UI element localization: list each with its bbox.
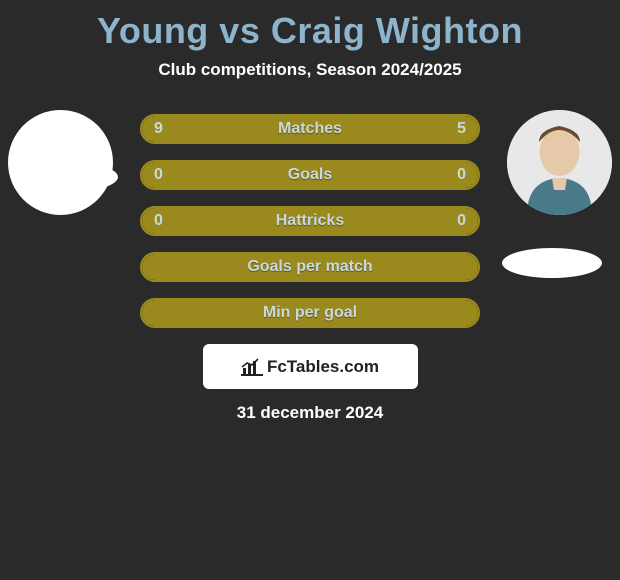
comparison-panel: 9 Matches 5 0 Goals 0 0 Hattricks 0 Goal… [0,100,620,423]
stat-row-min-per-goal: Min per goal [140,298,480,328]
stat-label: Min per goal [142,300,478,326]
stat-label: Goals [142,162,478,188]
stat-label: Matches [142,116,478,142]
stat-value-right: 0 [457,162,466,188]
stat-value-right: 0 [457,208,466,234]
stat-label: Hattricks [142,208,478,234]
stat-row-matches: 9 Matches 5 [140,114,480,144]
stat-row-goals: 0 Goals 0 [140,160,480,190]
stat-rows: 9 Matches 5 0 Goals 0 0 Hattricks 0 Goal… [140,100,480,328]
player-right-avatar [507,110,612,215]
stat-value-right: 5 [457,116,466,142]
chart-icon [241,358,263,376]
page-title: Young vs Craig Wighton [0,0,620,60]
snapshot-date: 31 december 2024 [0,403,620,423]
brand-text: FcTables.com [267,357,379,377]
stat-row-goals-per-match: Goals per match [140,252,480,282]
stat-row-hattricks: 0 Hattricks 0 [140,206,480,236]
stat-label: Goals per match [142,254,478,280]
player-right-club-badge [502,248,602,278]
brand-badge[interactable]: FcTables.com [203,344,418,389]
player-left-club-badge [18,162,118,192]
subtitle: Club competitions, Season 2024/2025 [0,60,620,100]
